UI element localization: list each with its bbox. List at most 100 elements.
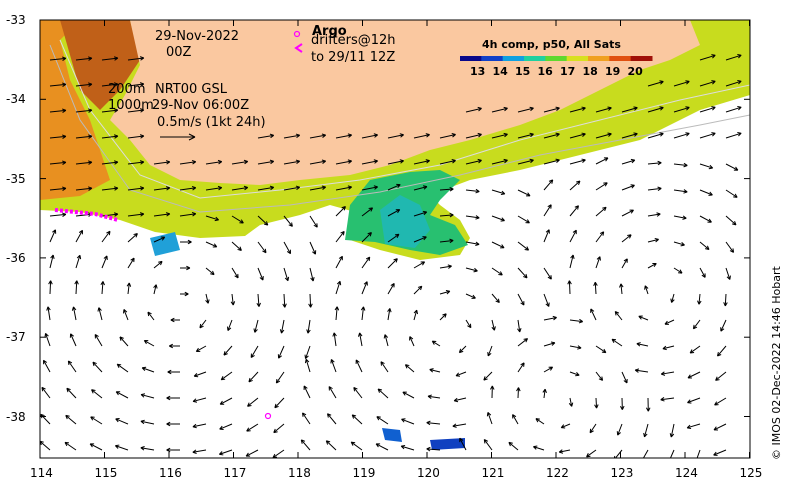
current-arrow [699, 132, 716, 139]
current-arrow [725, 215, 737, 226]
current-arrow [180, 291, 189, 297]
current-arrow [350, 441, 363, 451]
current-arrow [308, 293, 313, 308]
current-arrow [49, 134, 67, 139]
drifters-legend-label: drifters@12h [311, 33, 396, 48]
current-arrow [75, 186, 93, 191]
current-arrow [725, 54, 742, 61]
current-arrow [696, 449, 701, 458]
current-arrow [669, 423, 675, 438]
current-arrow [75, 134, 93, 139]
current-arrow [465, 319, 472, 329]
current-arrow [595, 256, 601, 269]
current-arrow [193, 371, 207, 378]
current-arrow [179, 211, 197, 217]
current-arrow [375, 443, 389, 451]
current-arrow [491, 215, 505, 222]
nrt-time-label: 29-Nov 06:00Z [152, 98, 250, 113]
current-arrow [517, 293, 525, 306]
current-arrow [43, 359, 51, 373]
isobath-200m-label: 200m [108, 82, 146, 97]
current-arrow [543, 293, 550, 307]
current-arrow [616, 423, 623, 436]
current-arrow [491, 267, 503, 276]
sst-cool-patch-south2 [430, 438, 465, 450]
current-arrow [409, 336, 415, 347]
colorbar-label: 14 [492, 65, 508, 78]
current-arrow [725, 106, 742, 113]
current-arrow [439, 187, 454, 192]
current-arrow [426, 446, 441, 452]
current-arrow [560, 423, 571, 429]
current-arrow [283, 159, 301, 165]
current-arrow [114, 444, 129, 451]
credit-text: © IMOS 02-Dec-2022 14:46 Hobart [770, 266, 783, 460]
current-arrow [535, 418, 545, 425]
current-arrow [205, 241, 218, 248]
current-arrow [309, 133, 327, 139]
colorbar [460, 56, 653, 61]
current-arrow [621, 158, 636, 165]
current-arrow [491, 319, 496, 331]
current-arrow [660, 371, 675, 376]
lon-tick-label: 117 [223, 466, 247, 480]
current-arrow [453, 397, 467, 403]
current-arrow [614, 310, 623, 321]
current-arrow [517, 362, 525, 373]
current-arrow [253, 319, 259, 333]
lon-tick-label: 121 [481, 466, 505, 480]
current-arrow [89, 443, 103, 451]
current-arrow [611, 338, 623, 347]
current-arrow [140, 446, 155, 451]
argo-legend-icon [293, 30, 301, 38]
current-arrow [589, 423, 597, 434]
current-arrow [673, 106, 690, 113]
current-arrow [75, 108, 93, 113]
current-arrow [127, 108, 145, 113]
current-arrow [115, 418, 129, 425]
isobath-200m [59, 39, 750, 199]
current-arrow [283, 133, 301, 139]
current-arrow [335, 255, 343, 269]
current-arrow [325, 440, 337, 451]
current-arrow [491, 132, 508, 139]
current-arrow [205, 267, 215, 276]
current-arrow [452, 423, 467, 428]
current-arrow [309, 159, 327, 165]
current-arrow [127, 186, 145, 191]
current-arrow [75, 254, 82, 269]
current-arrow [660, 397, 675, 402]
current-arrow [413, 159, 430, 165]
current-arrow [491, 106, 508, 113]
current-arrow [277, 345, 285, 359]
current-arrow [459, 437, 467, 451]
current-arrow [100, 281, 105, 295]
current-arrow [439, 133, 456, 139]
current-arrow [387, 233, 400, 243]
current-arrow [725, 267, 731, 280]
current-arrow [594, 397, 599, 409]
current-arrow [219, 397, 233, 405]
current-arrow [689, 345, 701, 354]
current-arrow [94, 334, 103, 347]
current-arrow [49, 160, 67, 165]
current-arrow [517, 189, 531, 197]
current-arrow [568, 397, 574, 407]
current-arrow [647, 132, 664, 139]
nrt-product-label: NRT00 GSL [155, 82, 227, 97]
current-arrow [595, 106, 612, 113]
current-arrow [387, 159, 404, 165]
current-arrow [231, 215, 244, 224]
lat-tick-label: -37 [6, 330, 26, 345]
current-arrow [279, 319, 285, 334]
current-arrow [248, 371, 259, 383]
current-arrow [483, 439, 493, 451]
current-arrow [205, 159, 223, 165]
current-arrow [569, 254, 575, 269]
current-arrow [431, 340, 441, 347]
current-arrow [647, 212, 661, 217]
current-arrow [231, 159, 249, 165]
current-arrow [620, 397, 625, 410]
current-arrow [621, 258, 628, 269]
current-arrow [723, 293, 728, 307]
